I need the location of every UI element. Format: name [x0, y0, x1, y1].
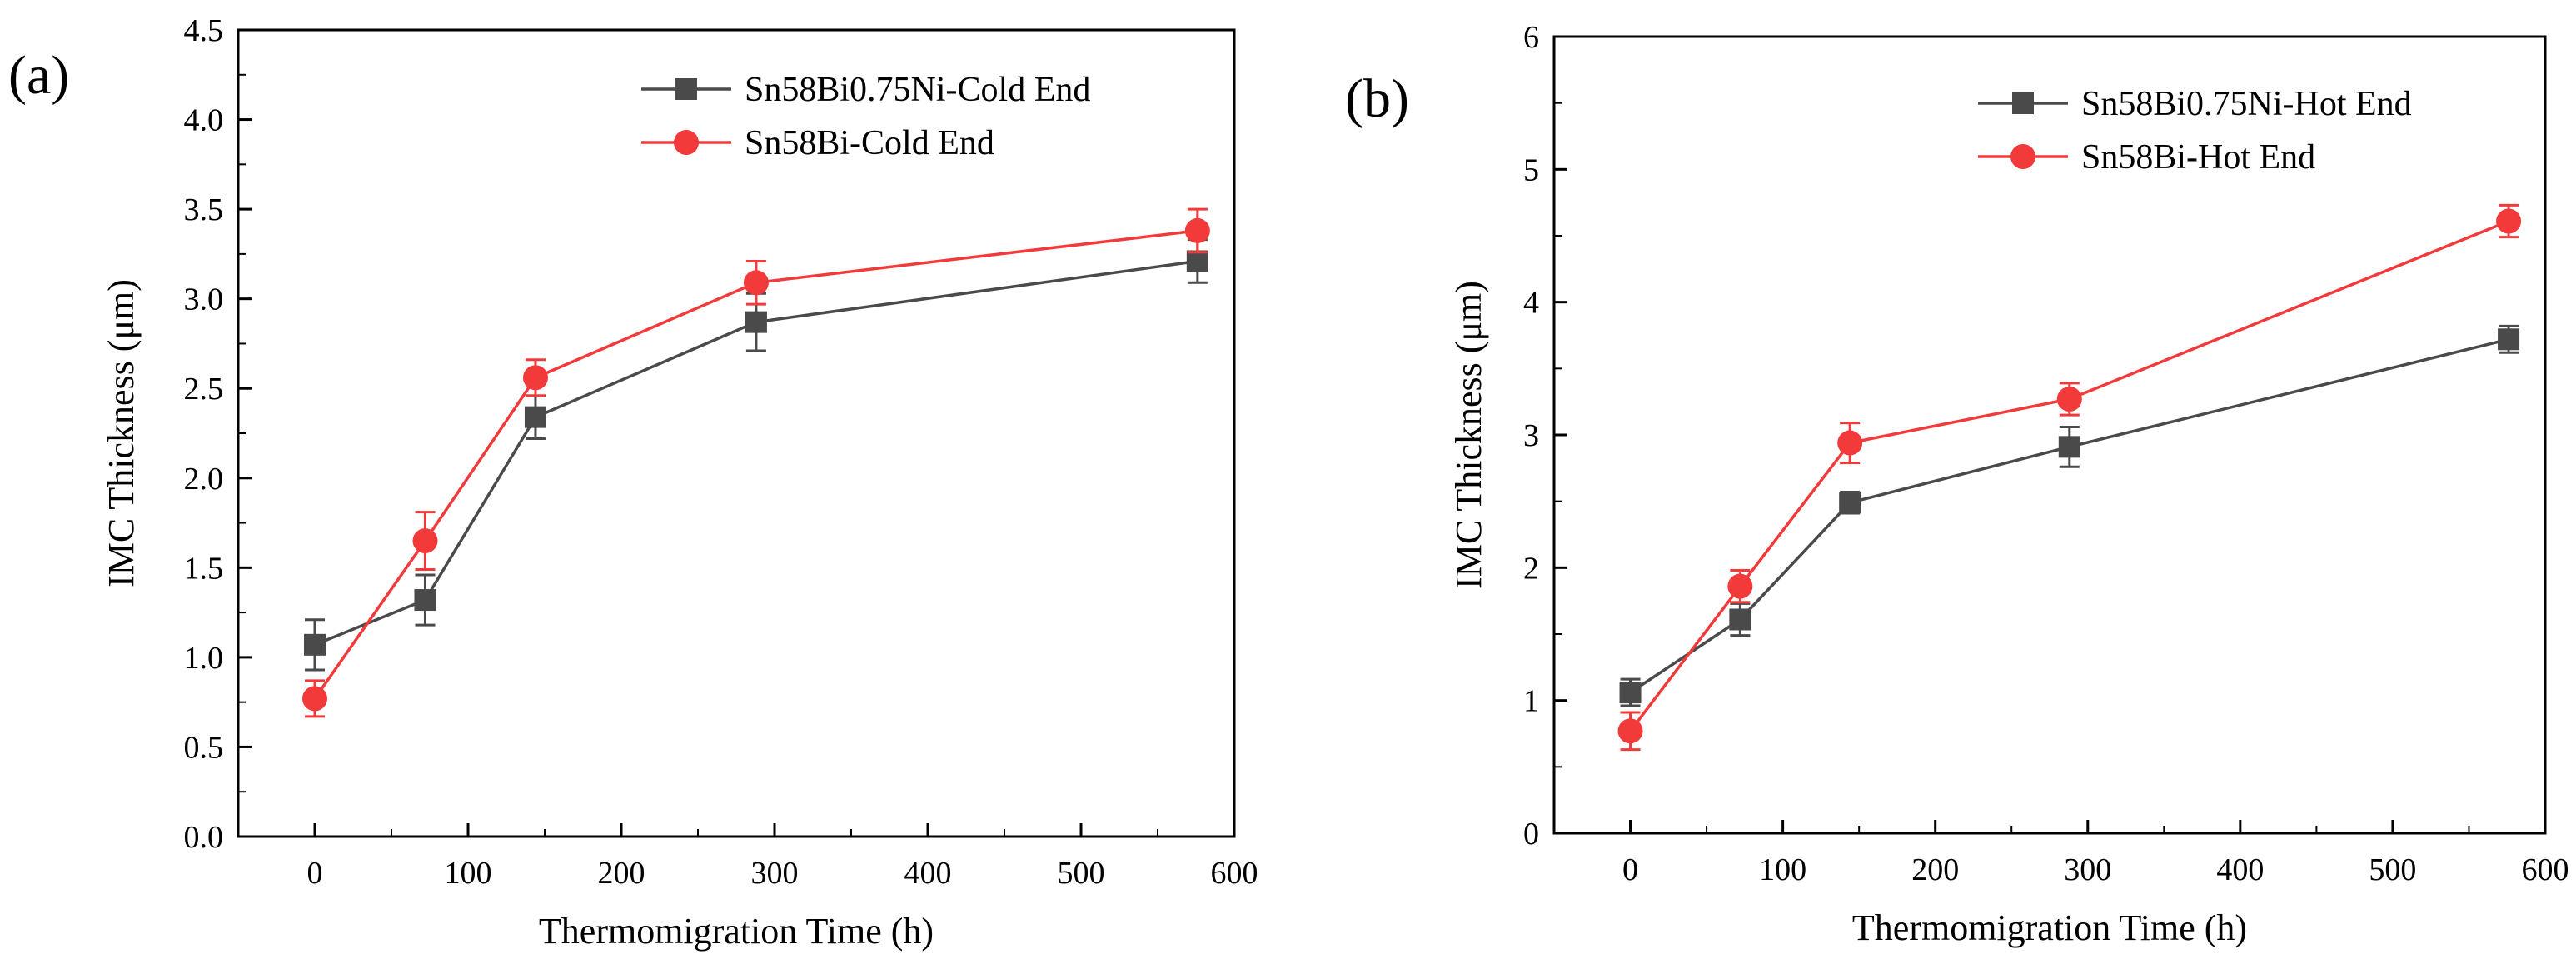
- data-point: [1727, 573, 1753, 599]
- panel-b: 0 100 200 300 400 500 600 0 1 2 3 4 5 6 Thermomigratio…: [1345, 20, 2569, 948]
- legend-label: Sn58Bi0.75Ni-Cold End: [745, 71, 1090, 109]
- data-point: [2498, 328, 2520, 351]
- y-tick-label: 2.0: [184, 462, 224, 497]
- x-tick-label: 600: [2522, 852, 2569, 887]
- x-tick-label: 600: [1211, 856, 1258, 891]
- x-axis-title: Thermomigration Time (h): [1852, 907, 2247, 948]
- y-tick-label: 4: [1523, 286, 1539, 321]
- y-tick-label: 2.5: [184, 372, 224, 407]
- y-tick-label: 4.5: [184, 13, 224, 48]
- series-line: [1629, 219, 2509, 732]
- x-tick-label: 400: [904, 856, 952, 891]
- y-tick-label: 0.0: [184, 820, 224, 855]
- x-tick-label: 100: [445, 856, 492, 891]
- y-tick-label: 1: [1523, 684, 1539, 719]
- data-point: [745, 311, 767, 333]
- x-tick-label: 0: [307, 856, 323, 891]
- y-tick-label: 3.0: [184, 282, 224, 317]
- x-tick-label: 200: [598, 856, 645, 891]
- data-point: [1184, 217, 1210, 243]
- data-point: [302, 686, 327, 712]
- legend-label: Sn58Bi-Cold End: [745, 124, 994, 162]
- data-point: [522, 365, 548, 391]
- legend-label: Sn58Bi-Hot End: [2081, 138, 2315, 177]
- y-tick-label: 4.0: [184, 103, 224, 138]
- plot-frame: [237, 28, 1236, 838]
- y-axis-title: IMC Thickness (μm): [1448, 281, 1489, 589]
- data-point: [1619, 682, 1642, 704]
- x-tick-label: 0: [1622, 852, 1638, 887]
- data-point: [524, 406, 546, 428]
- panel-label: (b): [1345, 68, 1409, 129]
- data-point: [1729, 608, 1751, 631]
- data-point: [1186, 250, 1208, 272]
- y-tick-label: 1.0: [184, 641, 224, 676]
- y-tick-label: 2: [1523, 551, 1539, 586]
- y-axis-title: IMC Thickness (μm): [101, 279, 142, 587]
- legend-marker: [2010, 144, 2035, 169]
- x-tick-label: 300: [751, 856, 799, 891]
- y-tick-label: 6: [1523, 20, 1539, 55]
- data-point: [2058, 436, 2080, 458]
- data-point: [743, 270, 769, 296]
- y-tick-label: 0.5: [184, 730, 224, 765]
- data-point: [2496, 208, 2522, 234]
- panel-label: (a): [8, 45, 69, 106]
- y-tick-label: 1.5: [184, 551, 224, 586]
- data-point: [2056, 386, 2082, 412]
- data-point: [412, 528, 438, 554]
- data-point: [1617, 718, 1643, 744]
- y-tick-label: 0: [1523, 817, 1539, 852]
- legend-marker: [2012, 92, 2034, 114]
- y-tick-label: 3: [1523, 418, 1539, 453]
- x-tick-label: 200: [1911, 852, 1959, 887]
- x-tick-label: 500: [2369, 852, 2416, 887]
- legend-label: Sn58Bi0.75Ni-Hot End: [2081, 85, 2412, 123]
- legend-marker: [674, 130, 699, 155]
- panel-a: 0 100 200 300 400 500 600 0.0 0.5 1.0 1.5 2.0 2.5 3.0…: [8, 13, 1258, 952]
- y-tick-label: 3.5: [184, 192, 224, 227]
- x-tick-label: 500: [1058, 856, 1105, 891]
- x-tick-label: 400: [2216, 852, 2264, 887]
- data-point: [304, 633, 326, 656]
- x-axis-title: Thermomigration Time (h): [539, 911, 934, 952]
- y-tick-label: 5: [1523, 152, 1539, 187]
- x-tick-label: 100: [1759, 852, 1806, 887]
- data-point: [1839, 492, 1861, 514]
- legend-marker: [675, 78, 697, 100]
- x-tick-label: 300: [2064, 852, 2111, 887]
- data-point: [414, 589, 436, 612]
- data-point: [1837, 430, 1863, 456]
